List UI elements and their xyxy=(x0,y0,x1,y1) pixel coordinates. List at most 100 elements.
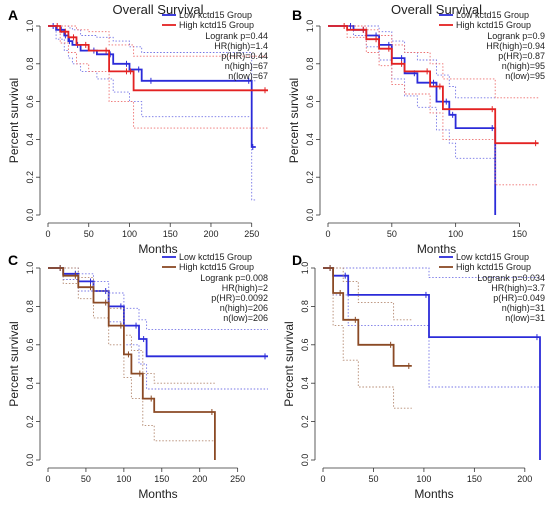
y-tick-label: 0.4 xyxy=(25,133,35,146)
y-tick-label: 0.0 xyxy=(305,209,315,222)
stat-line: Logrank p=0.9 xyxy=(487,31,545,41)
x-tick-label: 0 xyxy=(325,229,330,239)
survival-curve xyxy=(48,267,216,460)
y-tick-label: 0.8 xyxy=(25,300,35,313)
y-tick-label: 1.0 xyxy=(305,20,315,33)
x-tick-label: 200 xyxy=(203,229,218,239)
series-high xyxy=(328,23,539,186)
ci-lower-line xyxy=(48,25,268,129)
chart-title: Overall Survival xyxy=(391,2,482,17)
x-tick-label: 150 xyxy=(467,474,482,484)
x-tick-label: 100 xyxy=(448,229,463,239)
y-tick-label: 0.2 xyxy=(25,171,35,184)
panel-tag: B xyxy=(292,7,302,23)
panel-a: A Overall Survival 0.0 0.2 0.4 0.6 0.8 1.0 0 50 10… xyxy=(7,2,268,256)
x-tick-label: 0 xyxy=(45,229,50,239)
legend-label: Low kctd15 Group xyxy=(179,10,252,20)
panel-d: D 0.0 0.2 0.4 0.6 0.8 1.0 0 50 100 150 200 Months Per… xyxy=(282,252,545,501)
stat-line: n(low)=31 xyxy=(505,313,545,323)
stat-line: n(low)=206 xyxy=(223,313,268,323)
survival-curve xyxy=(328,25,497,215)
stat-line: n(high)=206 xyxy=(220,303,268,313)
y-tick-label: 0.8 xyxy=(305,58,315,71)
stat-line: HR(high)=1.4 xyxy=(214,41,268,51)
y-tick-label: 0.6 xyxy=(305,95,315,108)
stat-line: n(low)=67 xyxy=(228,71,268,81)
x-tick-label: 200 xyxy=(517,474,532,484)
ci-upper-line xyxy=(328,25,539,99)
x-tick-label: 50 xyxy=(368,474,378,484)
x-tick-label: 50 xyxy=(84,229,94,239)
ci-upper-line xyxy=(48,25,256,82)
series-high xyxy=(48,265,216,460)
legend-label: High kctd15 Group xyxy=(179,262,254,272)
y-tick-label: 0.4 xyxy=(25,377,35,390)
survival-curve xyxy=(48,25,268,92)
ci-lower-line xyxy=(328,25,496,215)
y-tick-label: 0.2 xyxy=(25,415,35,428)
series-high xyxy=(48,23,268,129)
panel-b: B Overall Survival 0.0 0.2 0.4 0.6 0.8 1.0 0 50 10… xyxy=(287,2,545,256)
ci-lower-line xyxy=(323,267,541,460)
y-axis-label: Percent survival xyxy=(282,321,296,406)
survival-curve xyxy=(48,267,268,358)
y-tick-label: 0.6 xyxy=(300,339,310,352)
panel-tag: A xyxy=(8,7,18,23)
x-tick-label: 50 xyxy=(81,474,91,484)
stat-line: n(low)=95 xyxy=(505,71,545,81)
stat-line: n(high)=31 xyxy=(502,303,545,313)
x-tick-label: 100 xyxy=(416,474,431,484)
stat-line: HR(high)=2 xyxy=(222,283,268,293)
stat-line: HR(high)=0.94 xyxy=(486,41,545,51)
stat-line: p(HR)=0.049 xyxy=(493,293,545,303)
x-tick-label: 0 xyxy=(45,474,50,484)
y-tick-label: 1.0 xyxy=(25,262,35,275)
x-axis-label: Months xyxy=(417,242,456,256)
y-axis-label: Percent survival xyxy=(7,321,21,406)
ci-lower-line xyxy=(323,267,412,409)
ci-lower-line xyxy=(48,25,256,201)
y-axis-label: Percent survival xyxy=(287,78,301,163)
survival-curve xyxy=(323,267,412,367)
x-tick-label: 250 xyxy=(230,474,245,484)
stat-line: Logrank p=0.008 xyxy=(200,273,268,283)
x-tick-label: 50 xyxy=(387,229,397,239)
y-tick-label: 0.0 xyxy=(25,209,35,222)
x-axis-label: Months xyxy=(414,487,453,501)
chart-title: Overall Survival xyxy=(112,2,203,17)
legend-label: High kctd15 Group xyxy=(456,262,531,272)
y-tick-label: 1.0 xyxy=(300,262,310,275)
legend-label: High kctd15 Group xyxy=(456,20,531,30)
y-tick-label: 0.4 xyxy=(305,133,315,146)
y-tick-label: 0.8 xyxy=(25,58,35,71)
legend-label: Low kctd15 Group xyxy=(456,10,529,20)
x-tick-label: 100 xyxy=(122,229,137,239)
y-tick-label: 0.6 xyxy=(25,339,35,352)
y-tick-label: 0.0 xyxy=(300,454,310,467)
y-tick-label: 0.4 xyxy=(300,377,310,390)
stat-line: n(high)=95 xyxy=(502,61,545,71)
x-tick-label: 100 xyxy=(116,474,131,484)
stat-line: HR(high)=3.7 xyxy=(491,283,545,293)
stat-line: p(HR)=0.87 xyxy=(498,51,545,61)
legend-label: Low kctd15 Group xyxy=(456,252,529,262)
ci-upper-line xyxy=(328,25,496,99)
ci-upper-line xyxy=(48,267,215,384)
y-tick-label: 0.0 xyxy=(25,454,35,467)
x-tick-label: 150 xyxy=(512,229,527,239)
panel-c: C 0.0 0.2 0.4 0.6 0.8 1.0 0 50 100 150 200 250 Months… xyxy=(7,252,268,501)
stat-line: Logrank p=0.034 xyxy=(477,273,545,283)
y-axis-label: Percent survival xyxy=(7,78,21,163)
panel-tag: C xyxy=(8,252,18,268)
series-high xyxy=(323,265,412,409)
stat-line: Logrank p=0.44 xyxy=(205,31,268,41)
legend-label: High kctd15 Group xyxy=(179,20,254,30)
stat-line: n(high)=67 xyxy=(225,61,268,71)
x-tick-label: 150 xyxy=(154,474,169,484)
y-tick-label: 0.8 xyxy=(300,300,310,313)
panel-tag: D xyxy=(292,252,302,268)
stat-line: p(HR)=0.0092 xyxy=(211,293,268,303)
y-tick-label: 0.2 xyxy=(300,415,310,428)
stat-line: p(HR)=0.44 xyxy=(221,51,268,61)
y-tick-label: 0.6 xyxy=(25,95,35,108)
